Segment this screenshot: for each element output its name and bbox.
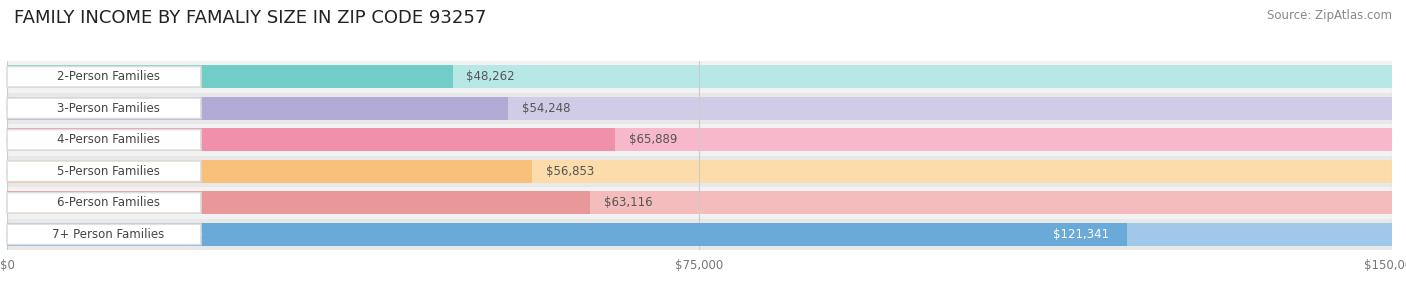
Bar — [7, 219, 1392, 250]
Bar — [7, 128, 616, 151]
Bar — [7, 223, 1392, 246]
Text: 6-Person Families: 6-Person Families — [58, 196, 160, 209]
FancyBboxPatch shape — [7, 224, 201, 245]
Text: $121,341: $121,341 — [1053, 228, 1109, 241]
Bar — [7, 160, 1392, 183]
Text: 3-Person Families: 3-Person Families — [58, 102, 160, 115]
Bar — [7, 223, 1128, 246]
FancyBboxPatch shape — [7, 66, 201, 87]
Bar — [7, 65, 453, 88]
Text: $56,853: $56,853 — [546, 165, 595, 178]
FancyBboxPatch shape — [7, 98, 201, 119]
Text: $54,248: $54,248 — [522, 102, 571, 115]
Bar — [7, 65, 1392, 88]
FancyBboxPatch shape — [7, 130, 201, 150]
Bar — [7, 97, 1392, 120]
FancyBboxPatch shape — [7, 161, 201, 181]
Text: $65,889: $65,889 — [630, 133, 678, 146]
Text: 7+ Person Families: 7+ Person Families — [52, 228, 165, 241]
Text: 5-Person Families: 5-Person Families — [58, 165, 160, 178]
Text: $48,262: $48,262 — [467, 70, 515, 83]
FancyBboxPatch shape — [7, 192, 201, 213]
Text: 2-Person Families: 2-Person Families — [58, 70, 160, 83]
Bar — [7, 128, 1392, 151]
Bar — [7, 124, 1392, 156]
Bar — [7, 97, 508, 120]
Bar — [7, 92, 1392, 124]
Text: FAMILY INCOME BY FAMALIY SIZE IN ZIP CODE 93257: FAMILY INCOME BY FAMALIY SIZE IN ZIP COD… — [14, 9, 486, 27]
Bar — [7, 192, 589, 214]
Bar — [7, 61, 1392, 92]
Bar — [7, 156, 1392, 187]
Text: 4-Person Families: 4-Person Families — [58, 133, 160, 146]
Bar — [7, 160, 531, 183]
Text: $63,116: $63,116 — [603, 196, 652, 209]
Text: Source: ZipAtlas.com: Source: ZipAtlas.com — [1267, 9, 1392, 22]
Bar — [7, 187, 1392, 219]
Bar — [7, 192, 1392, 214]
